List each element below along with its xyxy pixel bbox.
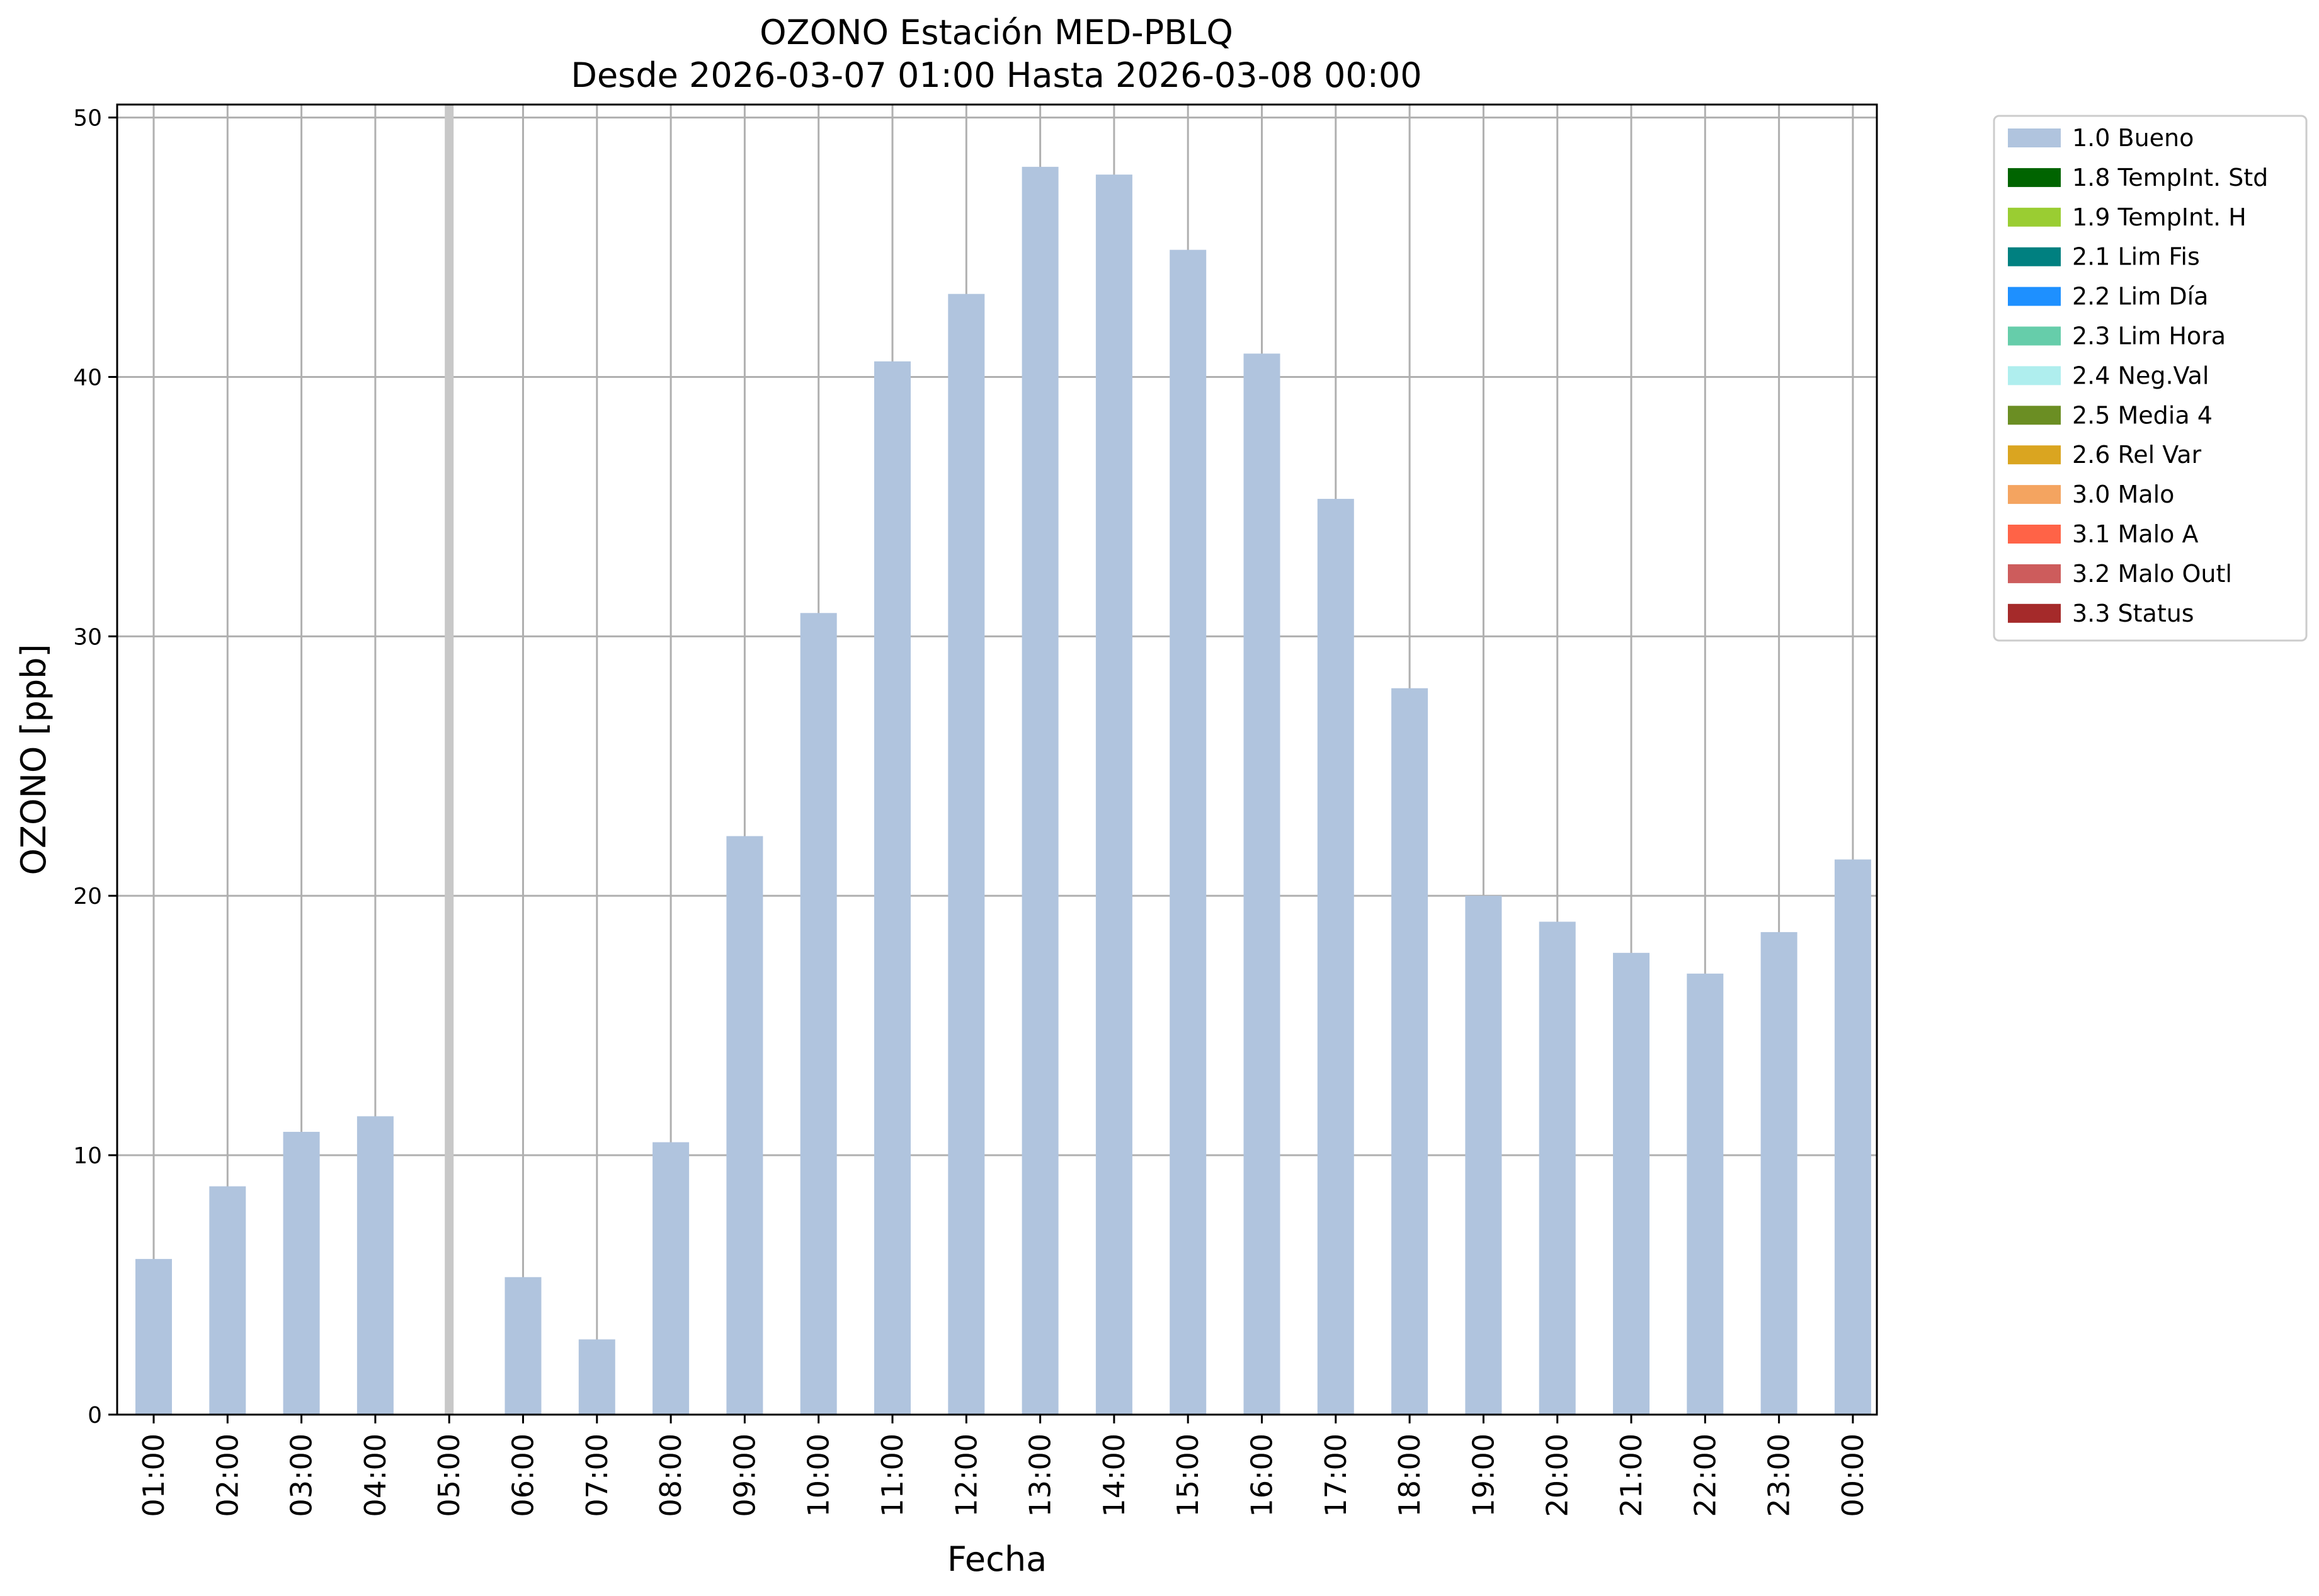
x-tick-label: 13:00 [1023, 1434, 1057, 1517]
chart-title: OZONO Estación MED-PBLQ [760, 13, 1233, 52]
x-tick-label: 18:00 [1393, 1434, 1427, 1517]
bar-0400 [356, 1116, 394, 1415]
bar-0300 [283, 1132, 320, 1415]
legend-label: 3.2 Malo Outl [2072, 560, 2232, 588]
x-tick-label: 15:00 [1171, 1434, 1205, 1517]
legend-frame [1993, 115, 2308, 642]
legend-label: 2.2 Lim Día [2072, 283, 2208, 311]
legend-label: 2.3 Lim Hora [2072, 322, 2226, 350]
bar-1800 [1391, 688, 1428, 1415]
missing-data-marker [445, 105, 454, 1415]
x-tick-label: 02:00 [210, 1434, 244, 1517]
x-tick-label: 11:00 [875, 1434, 909, 1517]
bar-1600 [1243, 353, 1280, 1415]
x-tick-label: 06:00 [506, 1434, 540, 1517]
legend-label: 3.1 Malo A [2072, 520, 2198, 548]
bar-1300 [1022, 166, 1059, 1415]
bar-2000 [1539, 921, 1576, 1415]
bars-layer [135, 166, 1871, 1415]
bar-2200 [1687, 973, 1724, 1415]
x-tick-label: 23:00 [1762, 1434, 1796, 1517]
bar-0900 [726, 836, 763, 1415]
legend-swatch [2008, 603, 2061, 623]
x-tick-label: 10:00 [802, 1434, 836, 1517]
x-tick-label: 00:00 [1836, 1434, 1870, 1517]
legend-swatch [2008, 525, 2061, 544]
bar-1700 [1317, 499, 1354, 1415]
bar-2100 [1613, 952, 1650, 1415]
bar-0700 [578, 1339, 615, 1415]
plot-frame [116, 103, 1878, 1416]
y-tick-label: 30 [73, 624, 102, 650]
x-tick-label: 07:00 [580, 1434, 614, 1517]
y-tick-label: 40 [73, 365, 102, 390]
x-tick-label: 14:00 [1097, 1434, 1131, 1517]
legend-label: 1.0 Bueno [2072, 124, 2194, 152]
x-tick-label: 04:00 [358, 1434, 392, 1517]
bar-0800 [652, 1142, 690, 1415]
x-tick-label: 09:00 [727, 1434, 761, 1517]
x-tick-label: 21:00 [1614, 1434, 1648, 1517]
legend-label: 2.6 Rel Var [2072, 441, 2202, 469]
x-tick-label: 05:00 [432, 1434, 466, 1517]
x-axis-label: Fecha [947, 1539, 1047, 1579]
bar-2300 [1760, 932, 1798, 1415]
x-tick-label: 19:00 [1466, 1434, 1500, 1517]
legend: 1.0 Bueno 1.8 TempInt. Std 1.9 TempInt. H 2… [1993, 115, 2308, 642]
legend-swatch [2008, 247, 2061, 266]
bar-1500 [1170, 249, 1207, 1415]
legend-swatch [2008, 168, 2061, 187]
legend-swatch [2008, 287, 2061, 306]
x-tick-label: 08:00 [654, 1434, 688, 1517]
bar-0100 [135, 1258, 172, 1415]
legend-label: 3.0 Malo [2072, 481, 2174, 508]
legend-label: 2.4 Neg.Val [2072, 362, 2209, 389]
x-tick-label: 03:00 [285, 1434, 319, 1517]
legend-swatch [2008, 326, 2061, 346]
legend-swatch [2008, 128, 2061, 147]
bar-1100 [874, 361, 911, 1415]
bar-0200 [209, 1186, 246, 1415]
legend-swatch [2008, 485, 2061, 504]
legend-swatch [2008, 564, 2061, 583]
bar-1200 [948, 294, 985, 1415]
legend-label: 1.9 TempInt. H [2072, 203, 2247, 231]
legend-swatch [2008, 406, 2061, 425]
legend-swatch [2008, 445, 2061, 465]
y-tick-label: 20 [73, 884, 102, 909]
x-tick-label: 22:00 [1688, 1434, 1722, 1517]
legend-label: 1.8 TempInt. Std [2072, 164, 2268, 191]
bar-1000 [800, 613, 837, 1415]
bar-1400 [1095, 174, 1132, 1415]
ticks-layer: 0 10 20 30 40 50 01:00 02:00 03:00 04:00 05:00 06:0… [73, 106, 1870, 1517]
bar-0600 [504, 1277, 542, 1415]
x-tick-label: 01:00 [137, 1434, 171, 1517]
y-tick-label: 10 [73, 1143, 102, 1169]
bar-1900 [1465, 896, 1502, 1415]
y-tick-label: 50 [73, 106, 102, 132]
legend-swatch [2008, 366, 2061, 385]
legend-label: 3.3 Status [2072, 600, 2194, 627]
bar-0000 [1834, 859, 1871, 1415]
x-tick-label: 20:00 [1541, 1434, 1575, 1517]
legend-swatch [2008, 207, 2061, 227]
x-tick-label: 12:00 [949, 1434, 983, 1517]
y-axis-label: OZONO [ppb] [14, 644, 54, 875]
y-tick-label: 0 [88, 1403, 102, 1428]
x-tick-label: 16:00 [1245, 1434, 1279, 1517]
x-tick-label: 17:00 [1319, 1434, 1353, 1517]
legend-label: 2.5 Media 4 [2072, 401, 2213, 429]
legend-label: 2.1 Lim Fis [2072, 243, 2200, 271]
chart-subtitle: Desde 2026-03-07 01:00 Hasta 2026-03-08 … [571, 55, 1422, 95]
